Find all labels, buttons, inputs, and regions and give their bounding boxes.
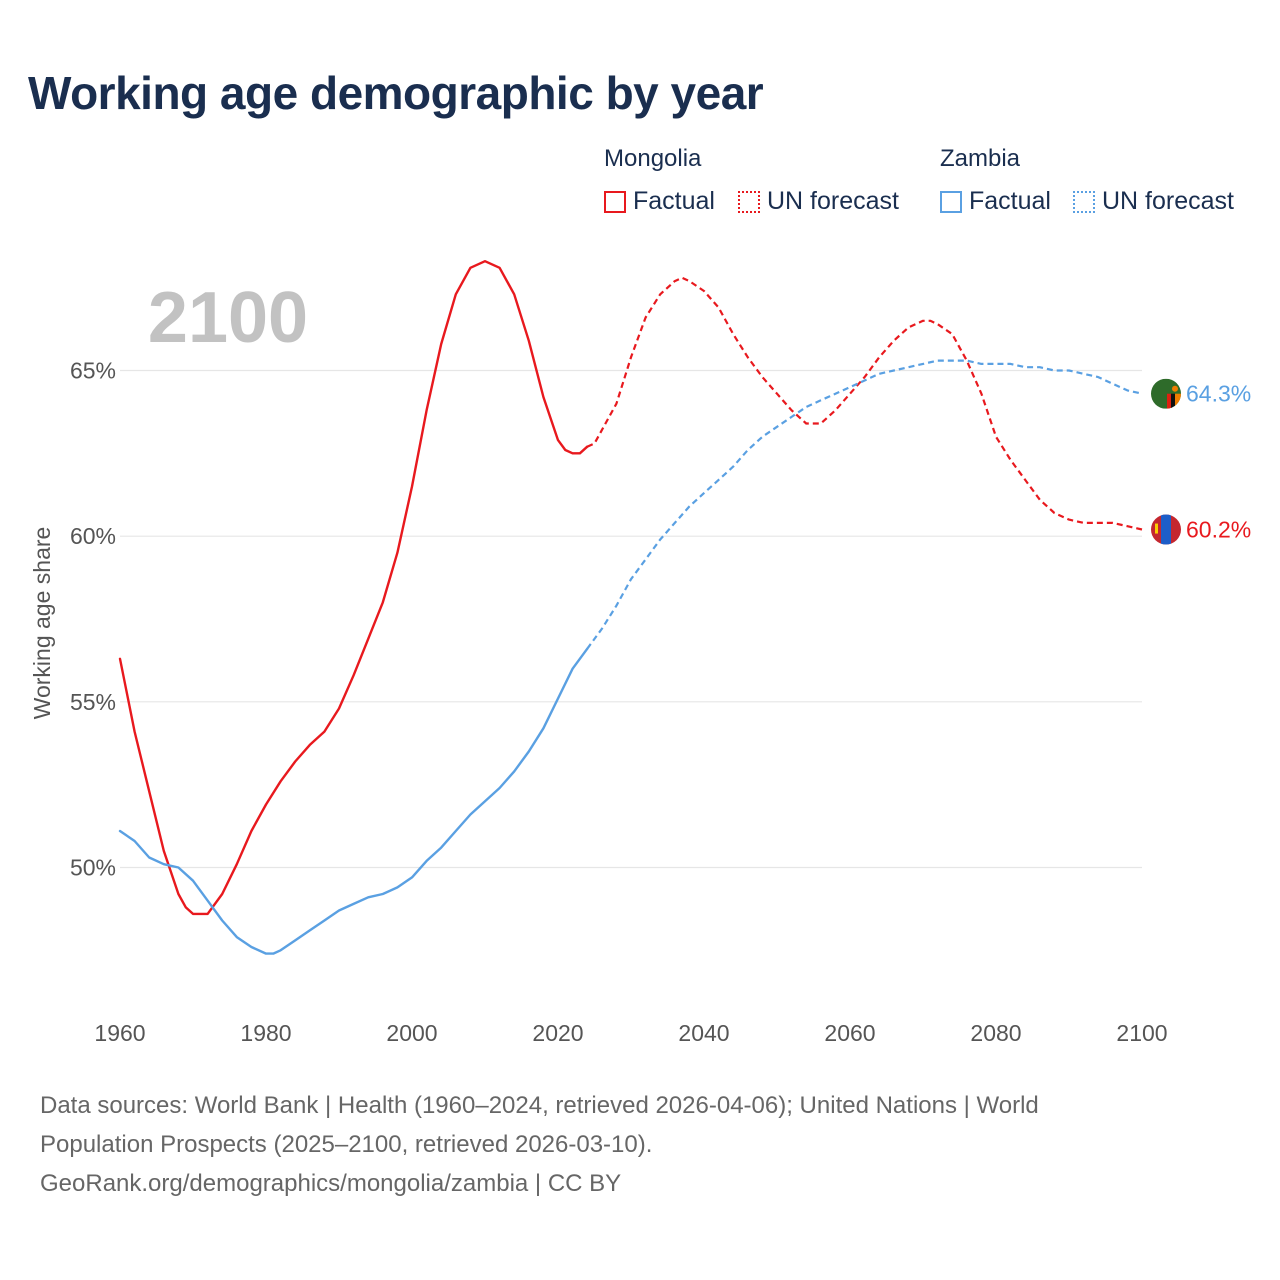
end-markers: 60.2% 64.3% bbox=[1151, 378, 1251, 545]
x-tick-label: 1980 bbox=[240, 1020, 291, 1046]
mongolia-end-value-label: 60.2% bbox=[1186, 517, 1251, 543]
y-axis-label: Working age share bbox=[29, 527, 55, 720]
x-tick-label: 1960 bbox=[94, 1020, 145, 1046]
legend-swatch-dotted-icon bbox=[1073, 190, 1095, 213]
x-tick-label: 2100 bbox=[1116, 1020, 1167, 1046]
legend-mongolia-forecast[interactable]: UN forecast bbox=[738, 187, 899, 216]
chart-title: Working age demographic by year bbox=[28, 67, 764, 119]
y-tick-label: 60% bbox=[70, 523, 116, 549]
y-tick-label: 65% bbox=[70, 358, 116, 384]
x-tick-label: 2020 bbox=[532, 1020, 583, 1046]
x-tick-label: 2000 bbox=[386, 1020, 437, 1046]
legend-mongolia-factual[interactable]: Factual bbox=[604, 187, 715, 216]
legend-swatch-solid-icon bbox=[940, 190, 962, 213]
footer-line-2: Population Prospects (2025–2100, retriev… bbox=[40, 1131, 653, 1158]
zambia-forecast-line[interactable] bbox=[586, 359, 1143, 650]
series-lines bbox=[118, 260, 1143, 955]
x-tick-label: 2040 bbox=[678, 1020, 729, 1046]
zambia-flag-icon bbox=[1151, 378, 1181, 409]
zambia-factual-line[interactable] bbox=[118, 647, 589, 955]
footer-source: Data sources: World Bank | Health (1960–… bbox=[40, 1086, 1240, 1203]
footer-line-1: Data sources: World Bank | Health (1960–… bbox=[40, 1092, 1039, 1119]
mongolia-factual-line[interactable] bbox=[118, 260, 589, 916]
legend-swatch-dotted-icon bbox=[738, 190, 760, 213]
gridlines bbox=[120, 369, 1142, 869]
y-tick-label: 50% bbox=[70, 854, 116, 880]
zambia-end-value-label: 64.3% bbox=[1186, 381, 1251, 407]
y-tick-label: 55% bbox=[70, 689, 116, 715]
legend-title-zambia: Zambia bbox=[940, 145, 1021, 172]
x-tick-label: 2060 bbox=[824, 1020, 875, 1046]
footer-line-3[interactable]: GeoRank.org/demographics/mongolia/zambia… bbox=[40, 1170, 622, 1197]
axis-ticks: 50% 55% 60% 65% 1960 1980 2000 2020 2040 2060 2080… bbox=[70, 358, 1168, 1046]
legend-swatch-solid-icon bbox=[604, 190, 626, 213]
year-watermark: 2100 bbox=[148, 278, 308, 358]
legend-zambia-forecast[interactable]: UN forecast bbox=[1073, 187, 1234, 216]
legend-title-mongolia: Mongolia bbox=[604, 145, 702, 172]
mongolia-forecast-line[interactable] bbox=[586, 276, 1143, 531]
mongolia-flag-icon bbox=[1151, 514, 1181, 545]
x-tick-label: 2080 bbox=[970, 1020, 1021, 1046]
legend-zambia-factual[interactable]: Factual bbox=[940, 187, 1051, 216]
